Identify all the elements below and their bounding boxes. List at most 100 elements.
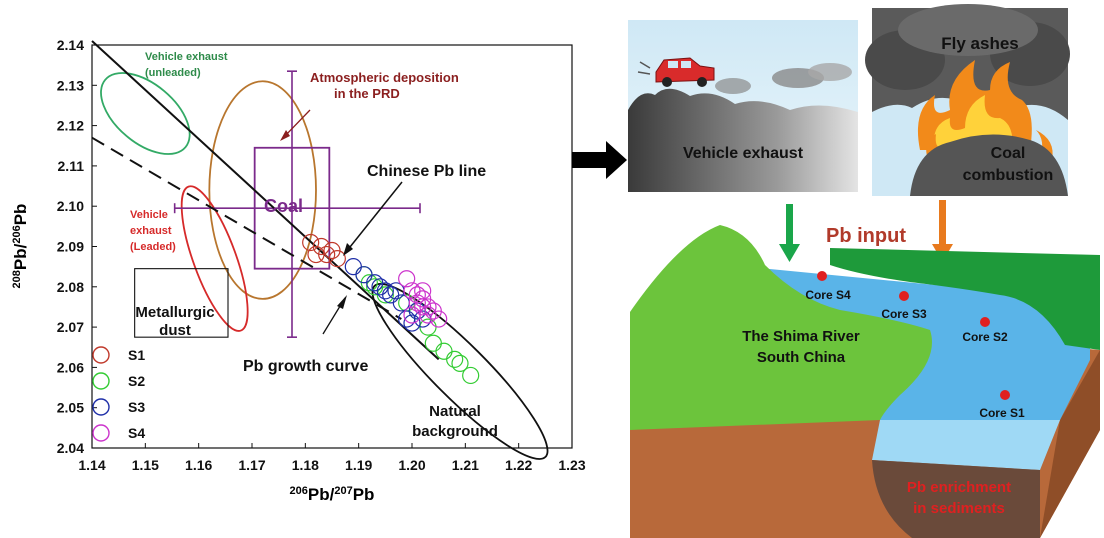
y-tick-label: 2.05 [57,400,84,416]
legend-label-s2: S2 [128,373,145,389]
data-points [302,233,480,385]
core-s1-marker [1000,390,1010,400]
label-natural-2: background [412,423,498,440]
label-metallurgic-2: dust [159,322,191,339]
coal-combustion-panel: Fly ashes Coal combustion [865,4,1070,196]
y-tick-label: 2.07 [57,319,84,335]
data-point-s4 [419,298,437,316]
data-point-s4 [408,294,426,312]
data-point-s4 [403,306,421,324]
source-ellipse [100,72,191,155]
source-boxes [134,70,421,338]
vehicle-exhaust-panel: Vehicle exhaust [628,20,858,192]
x-tick-label: 1.23 [558,457,585,473]
legend-label-s3: S3 [128,399,145,415]
y-tick-label: 2.13 [57,77,84,93]
data-point-s4 [398,270,416,288]
data-point-s4 [414,282,432,300]
source-ellipses [100,72,549,460]
x-tick-label: 1.17 [238,457,265,473]
label-coal: Coal [264,196,303,216]
legend-marker-s2 [92,372,110,390]
data-point-s1 [307,245,325,264]
x-tick-label: 1.15 [132,457,159,473]
river-block: The Shima River South China Core S4 Core… [630,225,1100,538]
x-tick-label: 1.20 [398,457,425,473]
label-vehicle-leaded-3: (Leaded) [130,241,176,253]
x-tick-label: 1.22 [505,457,532,473]
data-point-s1 [318,245,336,264]
x-tick-label: 1.16 [185,457,212,473]
label-chinese-pb-line: Chinese Pb line [367,163,486,180]
core-s2-label: Core S2 [962,330,1008,344]
data-point-s1 [302,233,320,252]
core-s3-marker [899,291,909,301]
y-tick-label: 2.10 [57,198,84,214]
x-tick-label: 1.18 [292,457,319,473]
legend-label-s4: S4 [128,425,145,441]
core-s1-label: Core S1 [979,406,1025,420]
label-metallurgic-1: Metallurgic [135,304,214,321]
coal-combustion-label: combustion [963,167,1054,184]
label-vehicle-leaded-2: exhaust [130,225,172,237]
legend-marker-s4 [92,424,110,442]
y-tick-label: 2.06 [57,359,84,375]
y-axis-ticks: 2.04 2.05 2.06 2.07 2.08 2.09 2.10 2.11 2.12 2.13… [57,37,97,456]
x-axis-ticks: 1.14 1.15 1.16 1.17 1.18 1.19 1.20 1.21 1.22 1.23 [78,443,586,473]
y-tick-label: 2.11 [58,158,85,174]
label-atmos-1: Atmospheric deposition [310,70,459,85]
y-tick-label: 2.14 [57,37,84,53]
label-vehicle-unleaded-1: Vehicle exhaust [145,51,228,63]
river-name-label: The Shima River [742,328,860,345]
y-tick-label: 2.09 [57,239,84,255]
source-box [134,268,229,338]
enrichment-label-2: in sediments [913,500,1005,517]
x-tick-label: 1.21 [452,457,479,473]
data-point-s2 [446,350,464,368]
x-tick-label: 1.14 [78,457,105,473]
data-point-s2 [451,354,469,372]
legend-marker-s3 [92,398,110,416]
data-point-s2 [424,334,442,352]
enrichment-label-1: Pb enrichment [907,479,1011,496]
data-point-s1 [328,249,346,268]
data-point-s4 [408,286,426,304]
y-tick-label: 2.12 [57,118,84,134]
pb-input-arrows: Pb input [779,200,953,262]
reference-lines [91,40,440,361]
label-atmos-2: in the PRD [334,86,400,101]
legend: S1 S2 S3 S4 [92,346,145,442]
core-s2-marker [980,317,990,327]
y-tick-label: 2.08 [57,279,84,295]
legend-label-s1: S1 [128,347,145,363]
label-vehicle-unleaded-2: (unleaded) [145,67,201,79]
core-s4-marker [817,271,827,281]
source-ellipse [371,282,549,460]
core-s4-label: Core S4 [805,288,851,302]
pb-growth-curve-line [91,136,402,320]
flow-arrow [572,141,627,179]
label-natural-1: Natural [429,403,481,420]
data-point-s3 [403,314,421,332]
label-pb-growth-curve: Pb growth curve [243,358,368,375]
y-tick-label: 2.04 [57,440,84,456]
label-vehicle-leaded-1: Vehicle [130,209,168,221]
x-axis-label: 206Pb/207Pb [290,485,375,504]
y-axis-label: 208Pb/206Pb [11,204,30,289]
car-icon [637,57,715,87]
data-point-s3 [376,282,394,300]
river-region-label: South China [757,349,846,366]
vehicle-exhaust-label: Vehicle exhaust [683,145,804,162]
source-ellipse [180,185,249,332]
data-point-s4 [430,310,448,328]
source-ellipse [208,80,317,300]
x-tick-label: 1.19 [345,457,372,473]
pb-input-label: Pb input [826,225,906,247]
fly-ashes-label: Fly ashes [941,34,1019,53]
annotation-arrows [280,109,403,335]
data-point-s2 [462,366,480,385]
core-s3-label: Core S3 [881,307,927,321]
coal-label: Coal [991,145,1026,162]
